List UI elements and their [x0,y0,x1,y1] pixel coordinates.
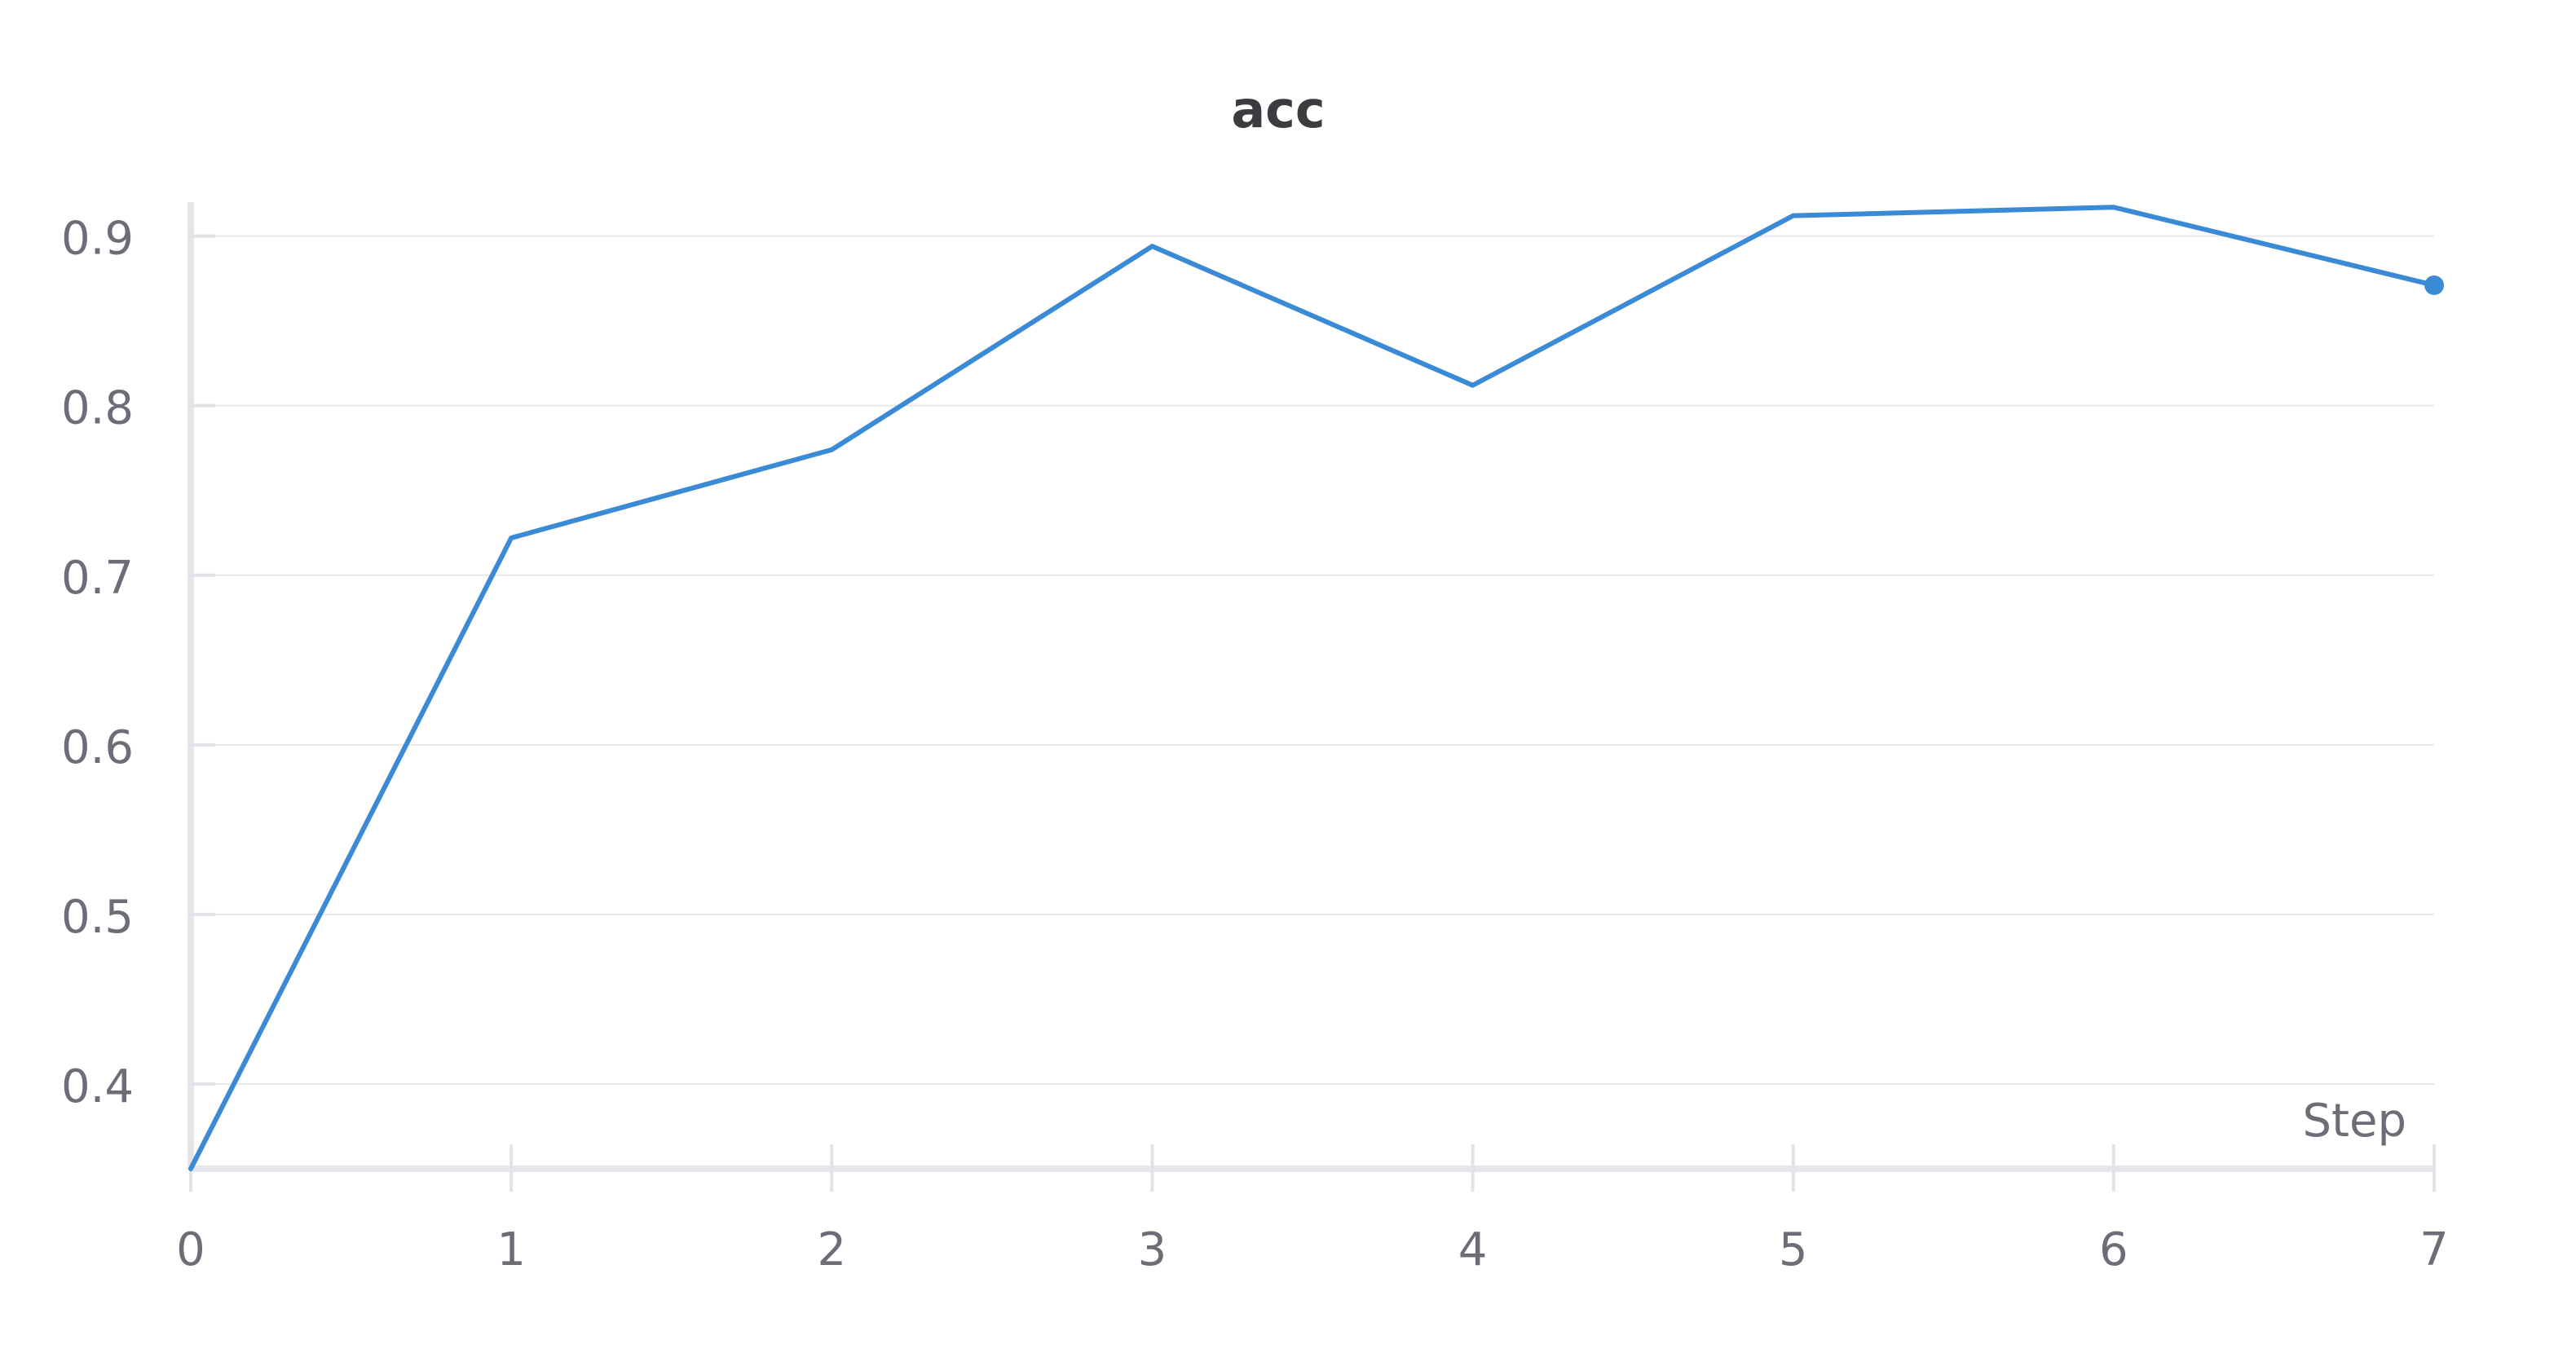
y-tick-label: 0.4 [61,1060,134,1113]
y-tick-label: 0.7 [61,552,134,605]
x-tick-label: 1 [496,1223,526,1276]
x-tick-label: 2 [817,1223,846,1276]
x-ticks: 0 1 2 3 4 5 6 7 [176,1144,2449,1276]
y-tick-label: 0.5 [61,891,134,944]
x-tick-label: 4 [1458,1223,1488,1276]
series-line [188,205,2437,1171]
series-layer [188,205,2444,1171]
x-axis-label: Step [2302,1095,2406,1148]
axes [187,202,2434,1172]
data-point [2424,275,2444,295]
x-tick-label: 3 [1138,1223,1167,1276]
x-tick-label: 6 [2099,1223,2128,1276]
y-ticks: 0.4 0.5 0.6 0.7 0.8 0.9 [61,213,215,1113]
chart-title: acc [1231,80,1325,139]
y-tick-label: 0.8 [61,382,134,435]
y-tick-label: 0.6 [61,721,134,774]
y-tick-label: 0.9 [61,213,134,266]
x-tick-label: 7 [2419,1223,2449,1276]
grid-lines [191,235,2434,1085]
x-tick-label: 5 [1779,1223,1808,1276]
x-tick-label: 0 [176,1223,205,1276]
